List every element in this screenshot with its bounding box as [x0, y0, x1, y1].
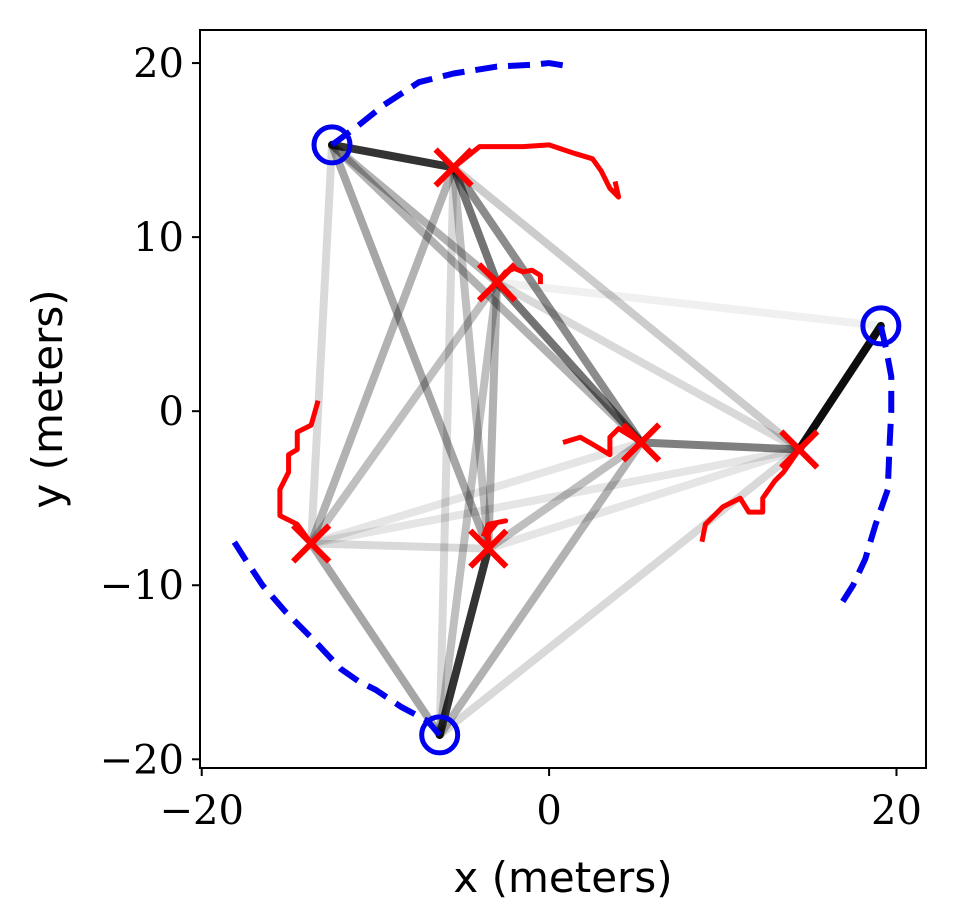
estimate-marker-4	[291, 523, 332, 564]
link-line-3	[328, 140, 493, 553]
estimate-markers	[291, 147, 820, 569]
link-line-0	[328, 140, 458, 172]
trajectory-5	[480, 518, 509, 549]
axis-ticks: −20 0 20 −20 −10 0 10 20	[100, 41, 922, 834]
link-line-23	[484, 445, 804, 553]
dashed-path-0	[330, 60, 571, 148]
trajectory-2	[562, 426, 643, 458]
link-line-12	[493, 278, 804, 454]
anchor-marker-1	[860, 305, 902, 347]
link-line-22	[307, 445, 804, 548]
link-line-17	[637, 438, 804, 454]
x-tick-label: 20	[871, 788, 922, 834]
link-line-8	[307, 163, 458, 548]
link-line-19	[484, 438, 646, 553]
link-line-26	[307, 539, 444, 739]
link-line-25	[307, 539, 493, 553]
link-line-20	[435, 438, 646, 739]
link-line-4	[307, 140, 336, 548]
anchor-marker-2	[419, 714, 461, 756]
y-tick-label: −20	[100, 737, 184, 783]
anchor-marker-0	[311, 124, 353, 166]
x-tick-label: 0	[536, 788, 561, 834]
anchor-markers	[311, 124, 902, 756]
link-line-9	[449, 163, 493, 553]
y-tick-label: 10	[133, 215, 184, 261]
y-tick-label: 0	[159, 389, 184, 435]
link-lines	[307, 140, 885, 739]
x-axis-label: x (meters)	[453, 853, 672, 902]
link-line-18	[307, 438, 646, 548]
estimate-marker-1	[476, 262, 518, 303]
dashed-paths	[230, 60, 895, 737]
estimate-marker-0	[433, 147, 474, 188]
estimate-marker-2	[621, 422, 662, 463]
link-line-21	[795, 321, 885, 454]
y-tick-label: 20	[133, 41, 184, 87]
trajectory-3	[699, 448, 802, 543]
link-line-1	[328, 140, 501, 287]
link-line-10	[435, 163, 458, 739]
link-line-7	[449, 163, 804, 454]
trajectory-0	[452, 142, 622, 200]
link-line-15	[435, 278, 501, 739]
link-line-13	[307, 278, 501, 548]
link-line-11	[493, 278, 646, 447]
dashed-path-1	[838, 325, 895, 606]
trajectories	[277, 142, 802, 549]
link-line-16	[493, 278, 885, 330]
dashed-path-2	[230, 538, 442, 737]
y-tick-label: −10	[100, 563, 184, 609]
x-tick-label: −20	[160, 788, 244, 834]
link-line-5	[449, 163, 501, 287]
link-line-27	[435, 544, 493, 739]
link-line-14	[484, 278, 501, 553]
trajectory-4	[277, 400, 321, 545]
estimate-marker-5	[468, 528, 509, 569]
y-axis-label: y (meters)	[23, 289, 72, 508]
plot-frame	[199, 29, 927, 769]
estimate-marker-3	[779, 429, 820, 470]
link-line-6	[449, 163, 646, 447]
